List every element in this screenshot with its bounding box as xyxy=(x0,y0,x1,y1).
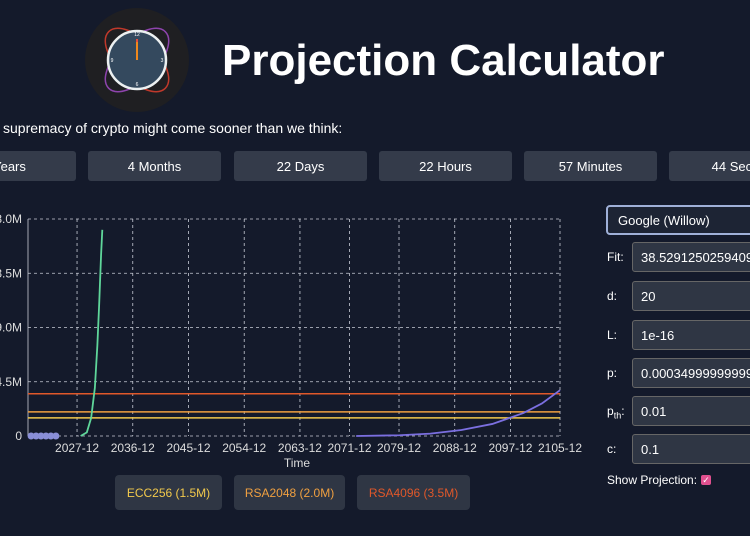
label-text: c: xyxy=(607,442,617,456)
countdown-box: 4 Months xyxy=(88,151,221,181)
y-tick-label: 9.0M xyxy=(0,321,22,335)
page-title: Projection Calculator xyxy=(222,36,665,85)
field-label: p: xyxy=(607,366,617,380)
checkbox[interactable]: ✓ xyxy=(701,475,712,485)
show-projection: Show Projection: ✓ xyxy=(607,473,712,487)
legend-button[interactable]: RSA2048 (2.0M) xyxy=(234,475,345,510)
y-tick-label: 4.5M xyxy=(0,375,22,389)
x-tick-label: 2097-12 xyxy=(488,441,532,455)
data-point xyxy=(37,432,45,440)
x-tick-label: 2054-12 xyxy=(222,441,266,455)
clock-number: 3 xyxy=(161,58,164,64)
field-label: pth: xyxy=(607,404,625,420)
legend-button[interactable]: RSA4096 (3.5M) xyxy=(357,475,470,510)
field-label: c: xyxy=(607,442,616,456)
label-text: Fit: xyxy=(607,250,624,264)
field-label: L: xyxy=(607,328,617,342)
projection-line xyxy=(80,229,104,437)
label-text: d: xyxy=(607,289,618,303)
chart: 0 4.5M 9.0M 13.5M 18.0M 2027-12 2036-12 2045-12… xyxy=(0,212,582,470)
label-text: L: xyxy=(607,328,618,342)
data-point xyxy=(32,432,40,440)
data-point xyxy=(27,432,35,440)
countdown-box: 57 Minutes xyxy=(524,151,657,181)
field-input[interactable]: 38.5291250259409 xyxy=(632,242,750,272)
y-tick-label: 18.0M xyxy=(0,212,22,226)
field-input[interactable]: 0.000349999999999 xyxy=(632,358,750,388)
countdown-box: 22 Hours xyxy=(379,151,512,181)
data-point xyxy=(52,432,60,440)
clock-number: 12 xyxy=(134,32,140,38)
x-tick-label: 2036-12 xyxy=(111,441,155,455)
field-input[interactable]: 0.01 xyxy=(632,396,750,426)
countdown-box: 22 Days xyxy=(234,151,367,181)
x-tick-label: 2045-12 xyxy=(166,441,210,455)
x-tick-label: 2105-12 xyxy=(538,441,582,455)
x-tick-label: 2088-12 xyxy=(433,441,477,455)
x-tick-label: 2071-12 xyxy=(327,441,371,455)
label-suffix: : xyxy=(621,404,625,418)
y-tick-label: 13.5M xyxy=(0,266,22,280)
x-tick-label: 2079-12 xyxy=(377,441,421,455)
intro-text: supremacy of crypto might come sooner th… xyxy=(3,120,343,136)
clock-icon: 12 3 6 9 xyxy=(85,8,189,112)
field-label: Fit: xyxy=(607,250,624,264)
projection-line xyxy=(356,389,561,437)
data-point xyxy=(42,432,50,440)
label-text: p xyxy=(607,404,614,418)
y-tick-label: 0 xyxy=(15,429,22,443)
field-label: d: xyxy=(607,289,617,303)
countdown-box: Years xyxy=(0,151,76,181)
clock-number: 6 xyxy=(136,82,139,88)
clock-number: 9 xyxy=(111,58,114,64)
label-subscript: th xyxy=(613,410,622,421)
checkbox-label: Show Projection: xyxy=(607,473,698,487)
field-input[interactable]: 20 xyxy=(632,281,750,311)
model-select[interactable]: Google (Willow) xyxy=(606,205,750,235)
data-point xyxy=(47,432,55,440)
x-axis-label: Time xyxy=(284,456,311,470)
x-tick-label: 2027-12 xyxy=(55,441,99,455)
x-tick-label: 2063-12 xyxy=(278,441,322,455)
field-input[interactable]: 0.1 xyxy=(632,434,750,464)
countdown-box: 44 Seco xyxy=(669,151,750,181)
label-text: p: xyxy=(607,366,618,380)
field-input[interactable]: 1e-16 xyxy=(632,320,750,350)
legend-button[interactable]: ECC256 (1.5M) xyxy=(115,475,222,510)
